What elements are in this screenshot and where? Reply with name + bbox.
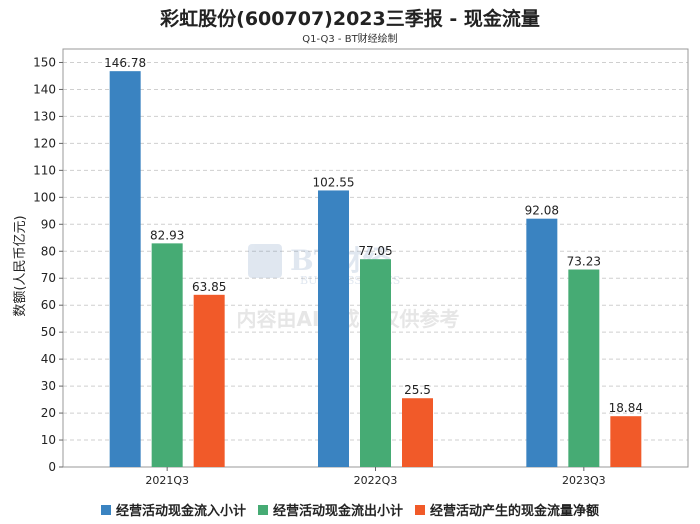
legend-swatch [100, 504, 111, 515]
y-tick-label: 130 [33, 109, 56, 123]
data-label: 25.5 [404, 383, 431, 397]
legend-item: 经营活动产生的现金流量净额 [415, 500, 599, 519]
y-tick-label: 0 [48, 460, 56, 474]
bars [109, 71, 642, 467]
bar [109, 71, 141, 467]
legend: 经营活动现金流入小计 经营活动现金流出小计 经营活动产生的现金流量净额 [0, 500, 700, 519]
legend-swatch [257, 504, 268, 515]
bar [151, 243, 183, 467]
y-tick-label: 120 [33, 136, 56, 150]
bar [318, 190, 349, 467]
legend-label: 经营活动现金流入小计 [115, 504, 246, 519]
legend-swatch [415, 504, 425, 515]
chart-title: 彩虹股份(600707)2023三季报 - 现金流量 [160, 8, 540, 30]
y-tick-label: 60 [41, 298, 56, 312]
data-label: 73.23 [567, 255, 601, 269]
y-tick-label: 80 [41, 244, 56, 258]
data-label: 18.84 [609, 401, 643, 415]
data-label: 63.85 [192, 280, 226, 294]
data-label: 146.78 [104, 56, 146, 70]
y-tick-label: 150 [33, 55, 56, 69]
y-tick-label: 50 [41, 325, 56, 339]
y-tick-label: 140 [33, 82, 56, 96]
chart-subtitle: Q1-Q3 - BT财经绘制 [302, 34, 398, 45]
data-label: 77.05 [358, 244, 392, 258]
y-tick-label: 70 [41, 271, 56, 285]
x-tick-label: 2022Q3 [354, 474, 398, 487]
y-tick-label: 110 [33, 163, 56, 177]
y-tick-label: 10 [41, 433, 56, 447]
data-label: 92.08 [525, 204, 559, 218]
legend-item: 经营活动现金流入小计 [100, 500, 246, 519]
y-axis-label: 数额(人民币亿元) [13, 215, 28, 316]
watermark-logo-icon [248, 244, 282, 278]
bar [568, 269, 600, 467]
x-tick-label: 2023Q3 [562, 474, 606, 487]
bar [193, 294, 225, 467]
data-labels: 146.78 82.93 63.85 102.55 77.05 25.5 92.08 73.2… [104, 56, 643, 415]
bar [610, 416, 642, 467]
bar [402, 398, 433, 467]
data-label: 82.93 [150, 228, 184, 242]
legend-item: 经营活动现金流出小计 [257, 500, 403, 519]
bar [360, 259, 391, 467]
bar [526, 218, 558, 467]
y-tick-label: 40 [41, 352, 56, 366]
y-tick-label: 100 [33, 190, 56, 204]
y-tick-label: 20 [41, 406, 56, 420]
legend-label: 经营活动产生的现金流量净额 [430, 504, 600, 519]
x-tick-label: 2021Q3 [145, 474, 189, 487]
y-tick-label: 90 [41, 217, 56, 231]
y-tick-label: 30 [41, 379, 56, 393]
data-label: 102.55 [313, 175, 355, 189]
legend-label: 经营活动现金流出小计 [272, 504, 403, 519]
